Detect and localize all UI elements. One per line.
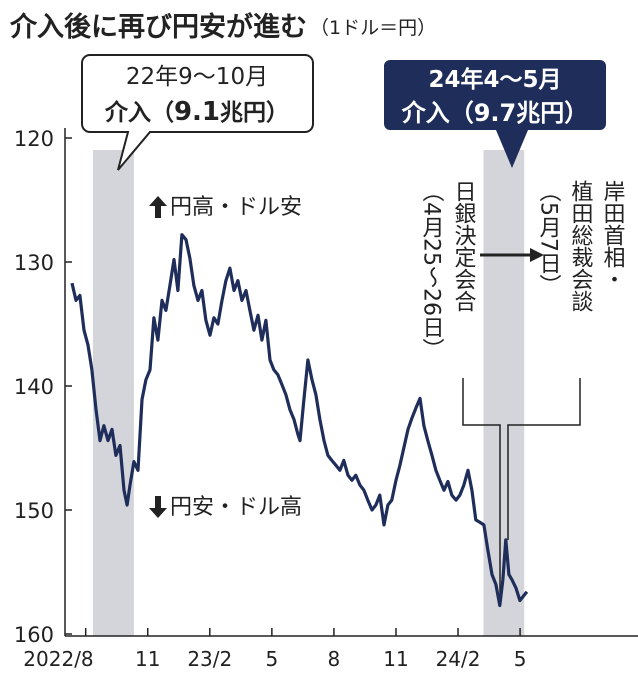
callout-part: 兆円） — [516, 99, 588, 127]
y-tick-label: 150 — [14, 499, 54, 523]
callout-text: 介入（9.7兆円） — [401, 99, 589, 127]
x-tick-label: 23/2 — [187, 647, 232, 671]
leader-line — [507, 378, 581, 540]
y-tick-label: 140 — [14, 375, 54, 399]
y-tick-label: 120 — [14, 127, 54, 151]
x-tick-label: 11 — [383, 647, 408, 671]
direction-label: 円高・ドル安 — [170, 195, 302, 220]
data-line — [70, 233, 529, 608]
down-arrow — [149, 496, 167, 518]
callout-part: 兆円） — [220, 99, 289, 126]
y-tick-label: 130 — [14, 251, 54, 275]
event-label: 岸田首相・ — [600, 180, 626, 290]
bands — [92, 150, 525, 636]
shaded-range — [92, 150, 134, 636]
callout-box — [81, 54, 314, 171]
callout-text: 24年4～5月 — [428, 66, 561, 93]
y-tick-label: 160 — [14, 623, 54, 647]
up-arrow — [149, 196, 167, 218]
leader-line — [462, 378, 501, 598]
x-tick-label: 8 — [328, 647, 341, 671]
callout-part: 介入（ — [104, 99, 174, 126]
chart-title: 介入後に再び円安が進む — [9, 11, 307, 43]
direction-label: 円安・ドル高 — [170, 495, 302, 520]
x-tick-label: 24/2 — [436, 647, 481, 671]
event-arrowhead — [530, 248, 544, 262]
callout-part: 介入（ — [401, 99, 474, 127]
event-label: （5月7日） — [536, 180, 562, 296]
callout-text: 22年9～10月 — [126, 64, 268, 90]
callout-part: 9.7 — [474, 99, 517, 127]
x-tick-label: 11 — [135, 647, 160, 671]
unit-note: （1ドル＝円） — [310, 17, 436, 39]
callout-box — [384, 60, 606, 168]
x-tick-label: 5 — [265, 647, 278, 671]
event-label: （4月25～26日） — [419, 180, 445, 360]
callout-part: 9.1 — [174, 97, 220, 127]
event-label: 植田総裁会談 — [568, 180, 594, 312]
x-tick-label: 5 — [514, 647, 527, 671]
x-tick-label: 2022/8 — [23, 647, 93, 671]
event-label: 日銀決定会合 — [451, 180, 477, 312]
callout-text: 介入（9.1兆円） — [104, 97, 289, 127]
